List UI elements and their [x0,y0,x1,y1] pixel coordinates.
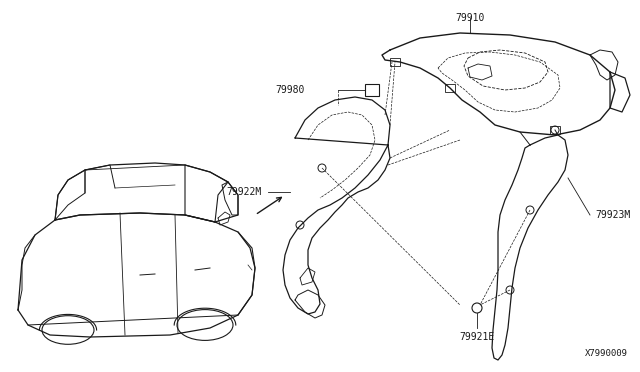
Text: X7990009: X7990009 [585,349,628,358]
Text: 79923M: 79923M [595,210,630,220]
Bar [390,58,400,66]
Text: 79921E: 79921E [460,332,495,342]
Text: 79910: 79910 [455,13,484,23]
Bar [365,84,379,96]
Text: 79980: 79980 [276,85,305,95]
Bar [445,84,455,92]
Bar [550,126,560,134]
Text: 79922M: 79922M [227,187,262,197]
